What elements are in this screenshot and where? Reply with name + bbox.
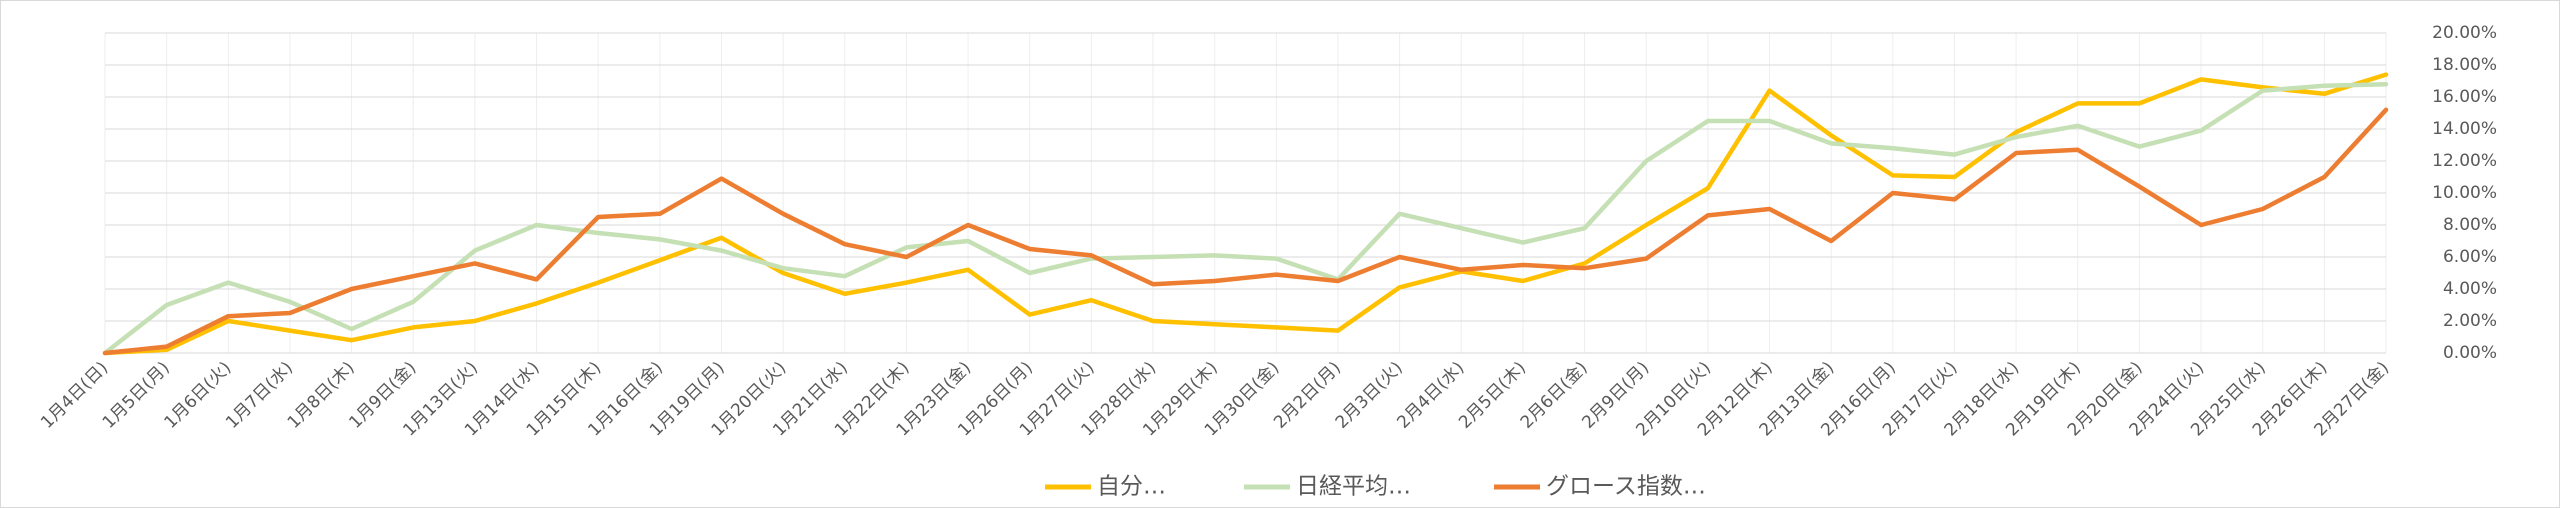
legend-label: 自分… (1097, 474, 1166, 500)
y-tick-label: 2.00% (2443, 311, 2497, 331)
y-tick-label: 0.00% (2443, 343, 2497, 363)
legend-item: グロース指数… (1494, 474, 1706, 500)
y-tick-label: 4.00% (2443, 279, 2497, 299)
legend-item: 自分… (1045, 474, 1166, 500)
legend-label: 日経平均… (1296, 474, 1411, 500)
y-tick-label: 20.00% (2432, 23, 2497, 43)
y-tick-label: 18.00% (2432, 55, 2497, 75)
legend-item: 日経平均… (1244, 474, 1411, 500)
y-tick-label: 16.00% (2432, 87, 2497, 107)
y-tick-label: 8.00% (2443, 215, 2497, 235)
y-tick-label: 10.00% (2432, 183, 2497, 203)
legend-label: グロース指数… (1546, 474, 1706, 500)
y-tick-label: 12.00% (2432, 151, 2497, 171)
y-tick-label: 6.00% (2443, 247, 2497, 267)
series-line (102, 107, 2389, 356)
y-tick-label: 14.00% (2432, 119, 2497, 139)
series-line (102, 81, 2389, 356)
